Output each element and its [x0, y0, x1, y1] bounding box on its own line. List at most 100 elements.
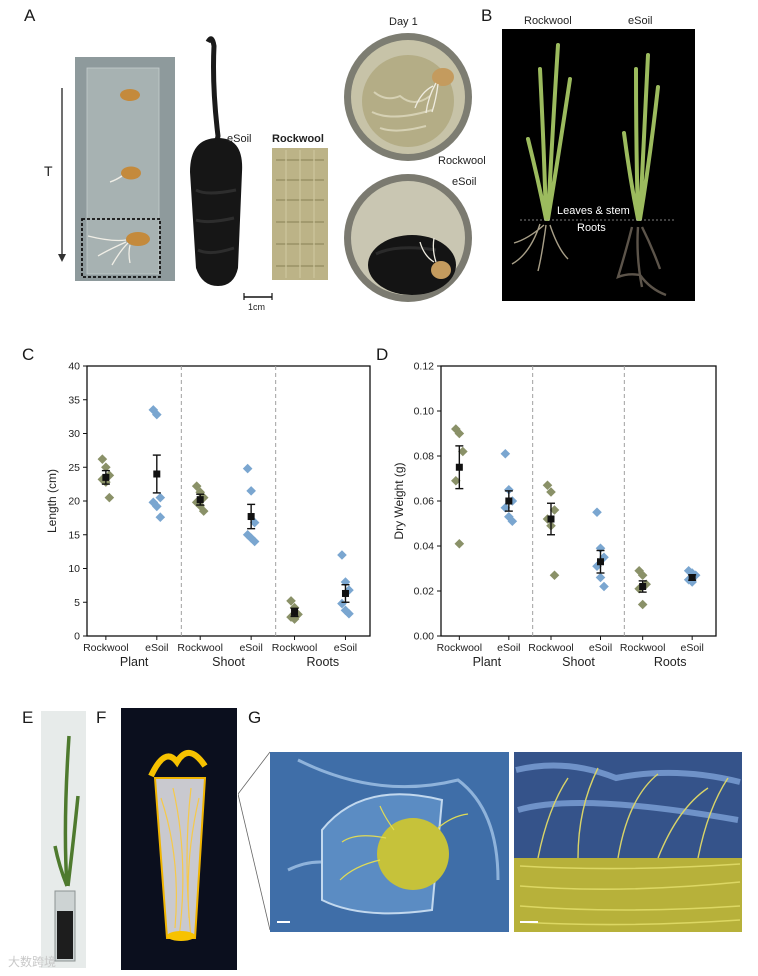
y-tick-label: 20: [68, 496, 80, 508]
petri-dish-esoil-photo: [344, 174, 472, 302]
mean-marker: [153, 470, 161, 478]
data-point: [454, 538, 465, 549]
y-tick-label: 30: [68, 428, 80, 440]
data-point: [637, 570, 648, 581]
petri-dish-rockwool-photo: [344, 33, 472, 161]
y-tick-label: 0.00: [414, 631, 435, 643]
data-point: [637, 599, 648, 610]
mean-marker: [196, 496, 204, 504]
y-axis-label: Length (cm): [45, 469, 59, 533]
time-label: T: [44, 163, 53, 179]
y-tick-label: 15: [68, 529, 80, 541]
x-tick-label: Rockwool: [437, 642, 483, 654]
y-tick-label: 0: [74, 631, 80, 643]
day-label: Day 1: [389, 16, 418, 28]
mean-marker: [102, 473, 110, 481]
b-rockwool-label: Rockwool: [524, 15, 572, 27]
group-label: Roots: [654, 655, 687, 669]
b-esoil-label: eSoil: [628, 15, 653, 27]
x-tick-label: Rockwool: [620, 642, 666, 654]
esoil-cylinder-photo: [190, 36, 243, 286]
mean-marker: [547, 515, 555, 523]
time-arrow-head: [58, 254, 66, 262]
data-point: [546, 487, 556, 497]
panel-a-figure: [58, 33, 472, 302]
length-chart: 0 5 10 15 20 25 30 35 40 Length (cm) Rockwool eSoil…: [45, 361, 371, 669]
plot-frame: [86, 365, 371, 637]
x-tick-label: eSoil: [145, 642, 168, 654]
data-point: [242, 463, 253, 474]
data-point: [337, 550, 347, 560]
plot-frame: [440, 365, 717, 637]
panel-b-photo: [502, 29, 695, 301]
group-label: Plant: [473, 655, 502, 669]
x-tick-label: Rockwool: [528, 642, 574, 654]
group-label: Shoot: [562, 655, 595, 669]
data-point: [451, 475, 461, 486]
mean-marker: [247, 513, 255, 521]
mean-marker: [688, 574, 696, 581]
mean-marker: [291, 608, 299, 616]
y-tick-label: 0.02: [414, 586, 435, 598]
y-tick-label: 0.12: [414, 361, 435, 373]
y-tick-label: 0.04: [414, 541, 435, 553]
data-point: [454, 428, 465, 439]
data-point: [155, 492, 166, 503]
panel-label-e: E: [22, 708, 34, 727]
data-point: [155, 512, 166, 523]
data-point: [500, 448, 511, 459]
data-point: [458, 446, 468, 457]
data-point: [549, 505, 560, 515]
data-point: [592, 507, 602, 518]
x-tick-label: eSoil: [589, 642, 612, 654]
data-point: [246, 486, 256, 496]
panel-g-sem-images: [238, 751, 742, 932]
watermark-text: 大数跨境: [8, 955, 57, 969]
panel-f-photo: [121, 708, 237, 970]
y-tick-label: 0.08: [414, 451, 435, 463]
data-point: [198, 506, 209, 516]
rockwool-cube-photo: [272, 148, 328, 280]
data-point: [97, 454, 108, 464]
y-tick-label: 25: [68, 462, 80, 474]
b-leaves-label: Leaves & stem: [557, 205, 630, 217]
rockwool-label-2: Rockwool: [438, 155, 486, 167]
panel-e-photo: [41, 711, 86, 968]
esoil-label-2: eSoil: [452, 176, 477, 188]
y-tick-label: 5: [74, 597, 80, 609]
data-point: [344, 608, 354, 619]
x-tick-label: eSoil: [680, 642, 703, 654]
data-point: [504, 484, 514, 495]
b-roots-label: Roots: [577, 222, 606, 234]
data-point: [595, 572, 606, 583]
scale-label: 1cm: [248, 302, 266, 312]
data-point: [104, 492, 115, 503]
y-axis-label: Dry Weight (g): [392, 462, 406, 539]
y-tick-label: 35: [68, 394, 80, 406]
esoil-label: eSoil: [227, 133, 252, 145]
data-point: [249, 517, 260, 528]
y-tick-label: 10: [68, 563, 80, 575]
group-label: Shoot: [212, 655, 245, 669]
data-point: [337, 598, 347, 609]
panel-label-g: G: [248, 708, 262, 727]
x-tick-label: eSoil: [239, 642, 262, 654]
panel-label-f: F: [96, 708, 107, 727]
mean-marker: [341, 589, 349, 597]
mean-marker: [639, 583, 647, 590]
x-tick-label: Rockwool: [272, 642, 318, 654]
group-label: Plant: [120, 655, 149, 669]
x-tick-label: eSoil: [334, 642, 357, 654]
y-tick-label: 0.06: [414, 496, 435, 508]
x-tick-label: eSoil: [497, 642, 520, 654]
y-tick-label: 0.10: [414, 406, 435, 418]
panel-label-a: A: [24, 6, 36, 25]
group-label: Roots: [307, 655, 340, 669]
germination-photo: [75, 57, 175, 281]
panel-label-c: C: [22, 345, 35, 364]
data-point: [542, 480, 553, 491]
panel-label-b: B: [481, 6, 493, 25]
mean-marker: [455, 463, 463, 471]
data-point: [549, 570, 560, 581]
x-tick-label: Rockwool: [83, 642, 129, 654]
